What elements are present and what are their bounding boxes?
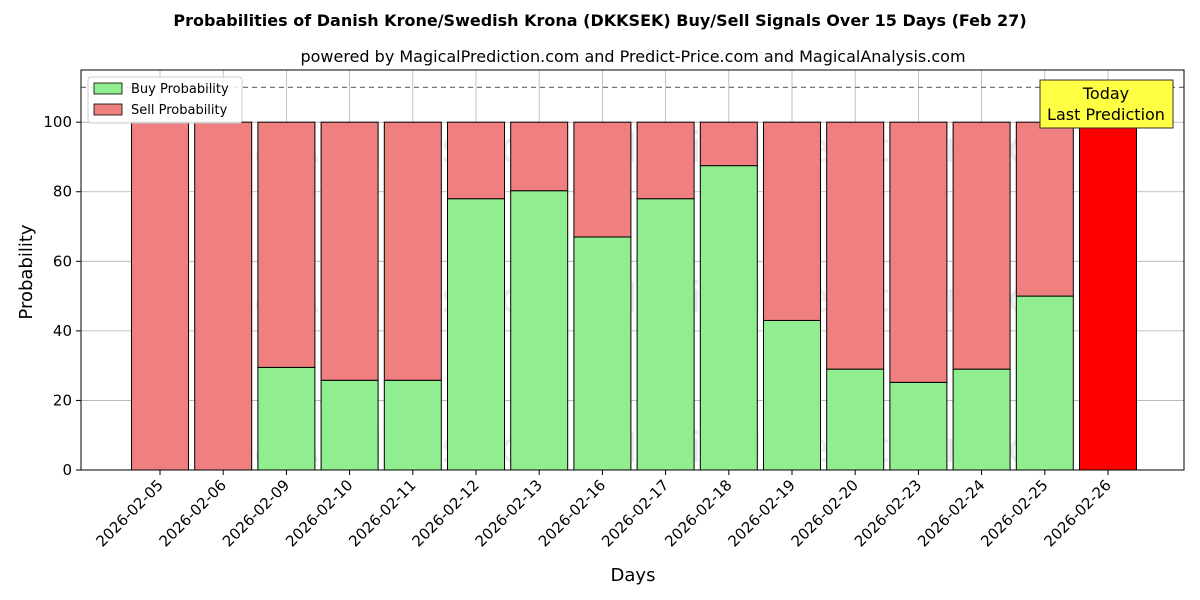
y-tick-label: 20 xyxy=(53,391,72,409)
bar-sell xyxy=(573,121,632,238)
bar-buy xyxy=(447,198,505,471)
bar-sell xyxy=(1015,121,1074,297)
bars xyxy=(131,121,1137,471)
y-tick-label: 100 xyxy=(43,113,72,131)
bar-buy xyxy=(952,368,1011,471)
legend-label-buy: Buy Probability xyxy=(131,82,229,97)
bar-buy xyxy=(636,198,695,471)
bar-sell xyxy=(952,121,1011,370)
bar-buy xyxy=(1015,295,1074,471)
y-tick-label: 80 xyxy=(53,183,72,201)
bar-buy xyxy=(257,366,316,471)
legend: Buy Probability Sell Probability xyxy=(87,76,243,124)
bar-sell xyxy=(131,121,189,471)
y-axis-ticks: 0 20 40 60 80 100 xyxy=(43,113,81,479)
legend-box xyxy=(87,76,243,124)
today-annotation-line2: Last Prediction xyxy=(1047,105,1165,124)
bar-buy xyxy=(573,236,632,471)
bar-sell xyxy=(699,121,758,167)
bar-buy xyxy=(383,379,442,471)
bar-sell xyxy=(510,121,569,192)
y-tick-label: 60 xyxy=(53,252,72,270)
bar-sell xyxy=(320,121,379,381)
x-axis-label: Days xyxy=(611,565,656,586)
bar-buy xyxy=(510,190,569,471)
bar-sell xyxy=(763,121,821,321)
bar-sell xyxy=(889,121,948,383)
y-tick-label: 40 xyxy=(53,322,72,340)
bar-sell xyxy=(447,121,505,200)
bar-sell xyxy=(636,121,695,200)
today-annotation: Today Last Prediction xyxy=(1039,79,1174,129)
plot-frame xyxy=(80,69,1185,471)
bar-buy xyxy=(826,368,885,471)
legend-label-sell: Sell Probability xyxy=(131,103,228,118)
bar-sell xyxy=(194,121,253,471)
bar-sell xyxy=(257,121,316,368)
bar-buy xyxy=(699,165,758,471)
chart-title: Probabilities of Danish Krone/Swedish Kr… xyxy=(173,11,1026,30)
bar-buy xyxy=(763,319,821,471)
bar-sell-today xyxy=(1079,121,1137,471)
bar-buy xyxy=(320,379,379,471)
bar-buy xyxy=(889,381,948,471)
bar-sell xyxy=(826,121,885,370)
legend-swatch-buy xyxy=(93,82,123,95)
y-tick-label: 0 xyxy=(62,461,72,479)
y-axis-label: Probability xyxy=(16,224,37,319)
today-annotation-box xyxy=(1039,79,1174,129)
legend-swatch-sell xyxy=(93,103,123,116)
chart-subtitle: powered by MagicalPrediction.com and Pre… xyxy=(300,47,965,66)
bar-sell xyxy=(383,121,442,381)
today-annotation-line1: Today xyxy=(1082,84,1129,103)
